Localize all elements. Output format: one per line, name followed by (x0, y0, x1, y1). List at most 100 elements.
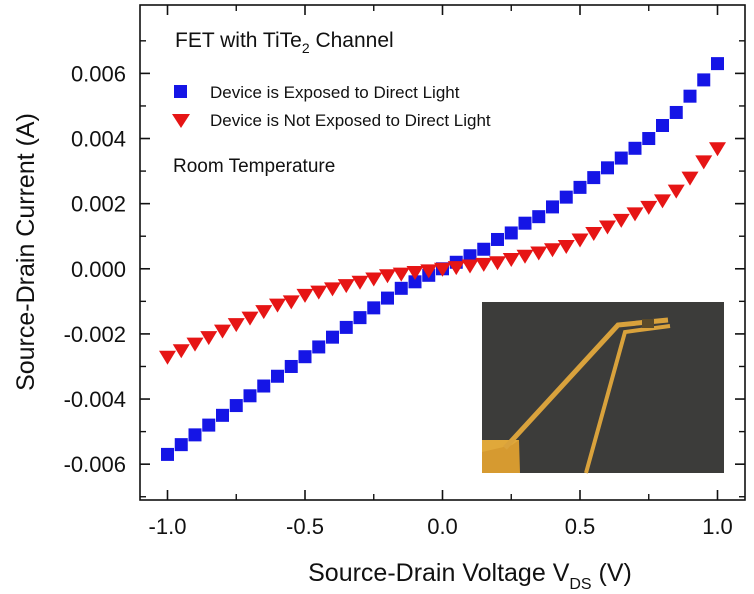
data-point-light (257, 379, 271, 393)
data-point-dark (186, 337, 204, 352)
data-point-light (216, 408, 229, 422)
data-point-light (408, 275, 422, 289)
data-point-light (367, 301, 381, 315)
data-point-dark (626, 207, 644, 222)
data-point-light (202, 418, 216, 432)
y-tick-label: -0.004 (64, 387, 126, 412)
data-point-dark (544, 243, 561, 258)
data-point-dark (392, 267, 410, 282)
data-point-light (491, 232, 504, 246)
data-point-dark (599, 220, 616, 235)
data-point-light (477, 242, 491, 256)
data-point-light (381, 291, 394, 305)
x-tick-label: -0.5 (286, 514, 324, 539)
data-point-dark (227, 318, 245, 333)
inset-background (482, 302, 724, 473)
data-point-dark (557, 239, 575, 254)
inset-contact-pad-edge (482, 440, 520, 473)
data-point-light (518, 216, 532, 230)
data-point-light (546, 200, 559, 214)
data-point-dark (681, 171, 699, 186)
data-point-dark (571, 233, 589, 248)
data-point-light (669, 105, 683, 119)
data-point-dark (667, 184, 685, 199)
data-point-dark (296, 288, 314, 303)
data-point-light (683, 89, 697, 103)
data-point-dark (241, 311, 259, 326)
data-point-light (284, 359, 298, 373)
data-point-dark (695, 155, 713, 170)
data-point-dark (269, 298, 286, 313)
data-point-dark (502, 253, 520, 268)
data-point-dark (489, 256, 506, 271)
data-point-light (188, 428, 202, 442)
data-point-light (229, 399, 243, 413)
data-point-light (243, 389, 257, 403)
device-micrograph-inset (482, 302, 724, 474)
data-point-dark (365, 272, 383, 287)
data-point-dark (324, 282, 341, 297)
data-point-dark (585, 226, 603, 241)
data-point-light (559, 190, 573, 204)
x-tick-label: -1.0 (149, 514, 187, 539)
data-point-light (642, 132, 656, 146)
data-point-dark (282, 295, 300, 310)
data-point-light (298, 350, 312, 364)
data-point-dark (351, 275, 369, 290)
data-point-light (601, 161, 614, 175)
data-point-light (394, 281, 408, 295)
y-tick-label: 0.002 (71, 192, 126, 217)
condition-annotation: Room Temperature (173, 156, 335, 177)
data-point-light (326, 330, 339, 344)
data-point-dark (461, 259, 479, 274)
data-point-light (353, 311, 367, 325)
data-point-light (174, 438, 188, 452)
data-point-dark (172, 344, 190, 359)
x-axis-title: Source-Drain Voltage VDS (V) (308, 559, 632, 593)
data-point-light (587, 171, 601, 185)
data-point-dark (709, 142, 726, 157)
y-tick-label: 0.006 (71, 61, 126, 86)
data-point-dark (159, 350, 176, 365)
data-point-dark (420, 264, 438, 279)
y-tick-label: -0.006 (64, 452, 126, 477)
data-point-light (504, 226, 518, 240)
data-point-dark (654, 194, 671, 209)
chart-title-annotation: FET with TiTe2 Channel (175, 29, 394, 56)
y-axis-title: Source-Drain Current (A) (12, 113, 40, 391)
data-point-dark (612, 213, 630, 228)
x-tick-label: 0.5 (565, 514, 596, 539)
data-point-light (656, 118, 669, 132)
legend-label-light: Device is Exposed to Direct Light (210, 83, 460, 102)
data-point-dark (200, 331, 218, 346)
data-point-light (312, 340, 326, 354)
legend-marker-light (174, 85, 187, 98)
y-tick-label: 0.000 (71, 257, 126, 282)
data-point-light (161, 447, 174, 461)
data-point-dark (447, 261, 465, 276)
data-point-light (697, 73, 711, 87)
inset-electrode-2 (584, 324, 671, 474)
data-point-dark (337, 279, 355, 294)
data-point-dark (255, 305, 273, 320)
data-point-dark (530, 246, 548, 261)
x-tick-label: 1.0 (702, 514, 733, 539)
data-point-light (339, 320, 353, 334)
data-point-light (711, 57, 724, 71)
x-axis-ticks: -1.0 -0.5 0.0 0.5 1.0 (149, 5, 733, 539)
inset-channel (642, 319, 654, 328)
legend-label-dark: Device is Not Exposed to Direct Light (210, 111, 491, 130)
data-markers (159, 57, 726, 461)
data-point-light (532, 210, 546, 224)
data-point-light (614, 151, 628, 165)
y-axis-ticks: -0.006 -0.004 -0.002 0.000 0.002 0.004 0.006 (64, 40, 745, 498)
data-point-light (271, 369, 284, 383)
data-point-dark (310, 285, 328, 300)
legend-marker-dark (172, 114, 190, 128)
y-tick-label: -0.002 (64, 322, 126, 347)
data-point-light (573, 180, 587, 194)
legend: Device is Exposed to Direct Light Device… (172, 83, 491, 130)
y-tick-label: 0.004 (71, 127, 126, 152)
data-point-dark (475, 257, 493, 272)
